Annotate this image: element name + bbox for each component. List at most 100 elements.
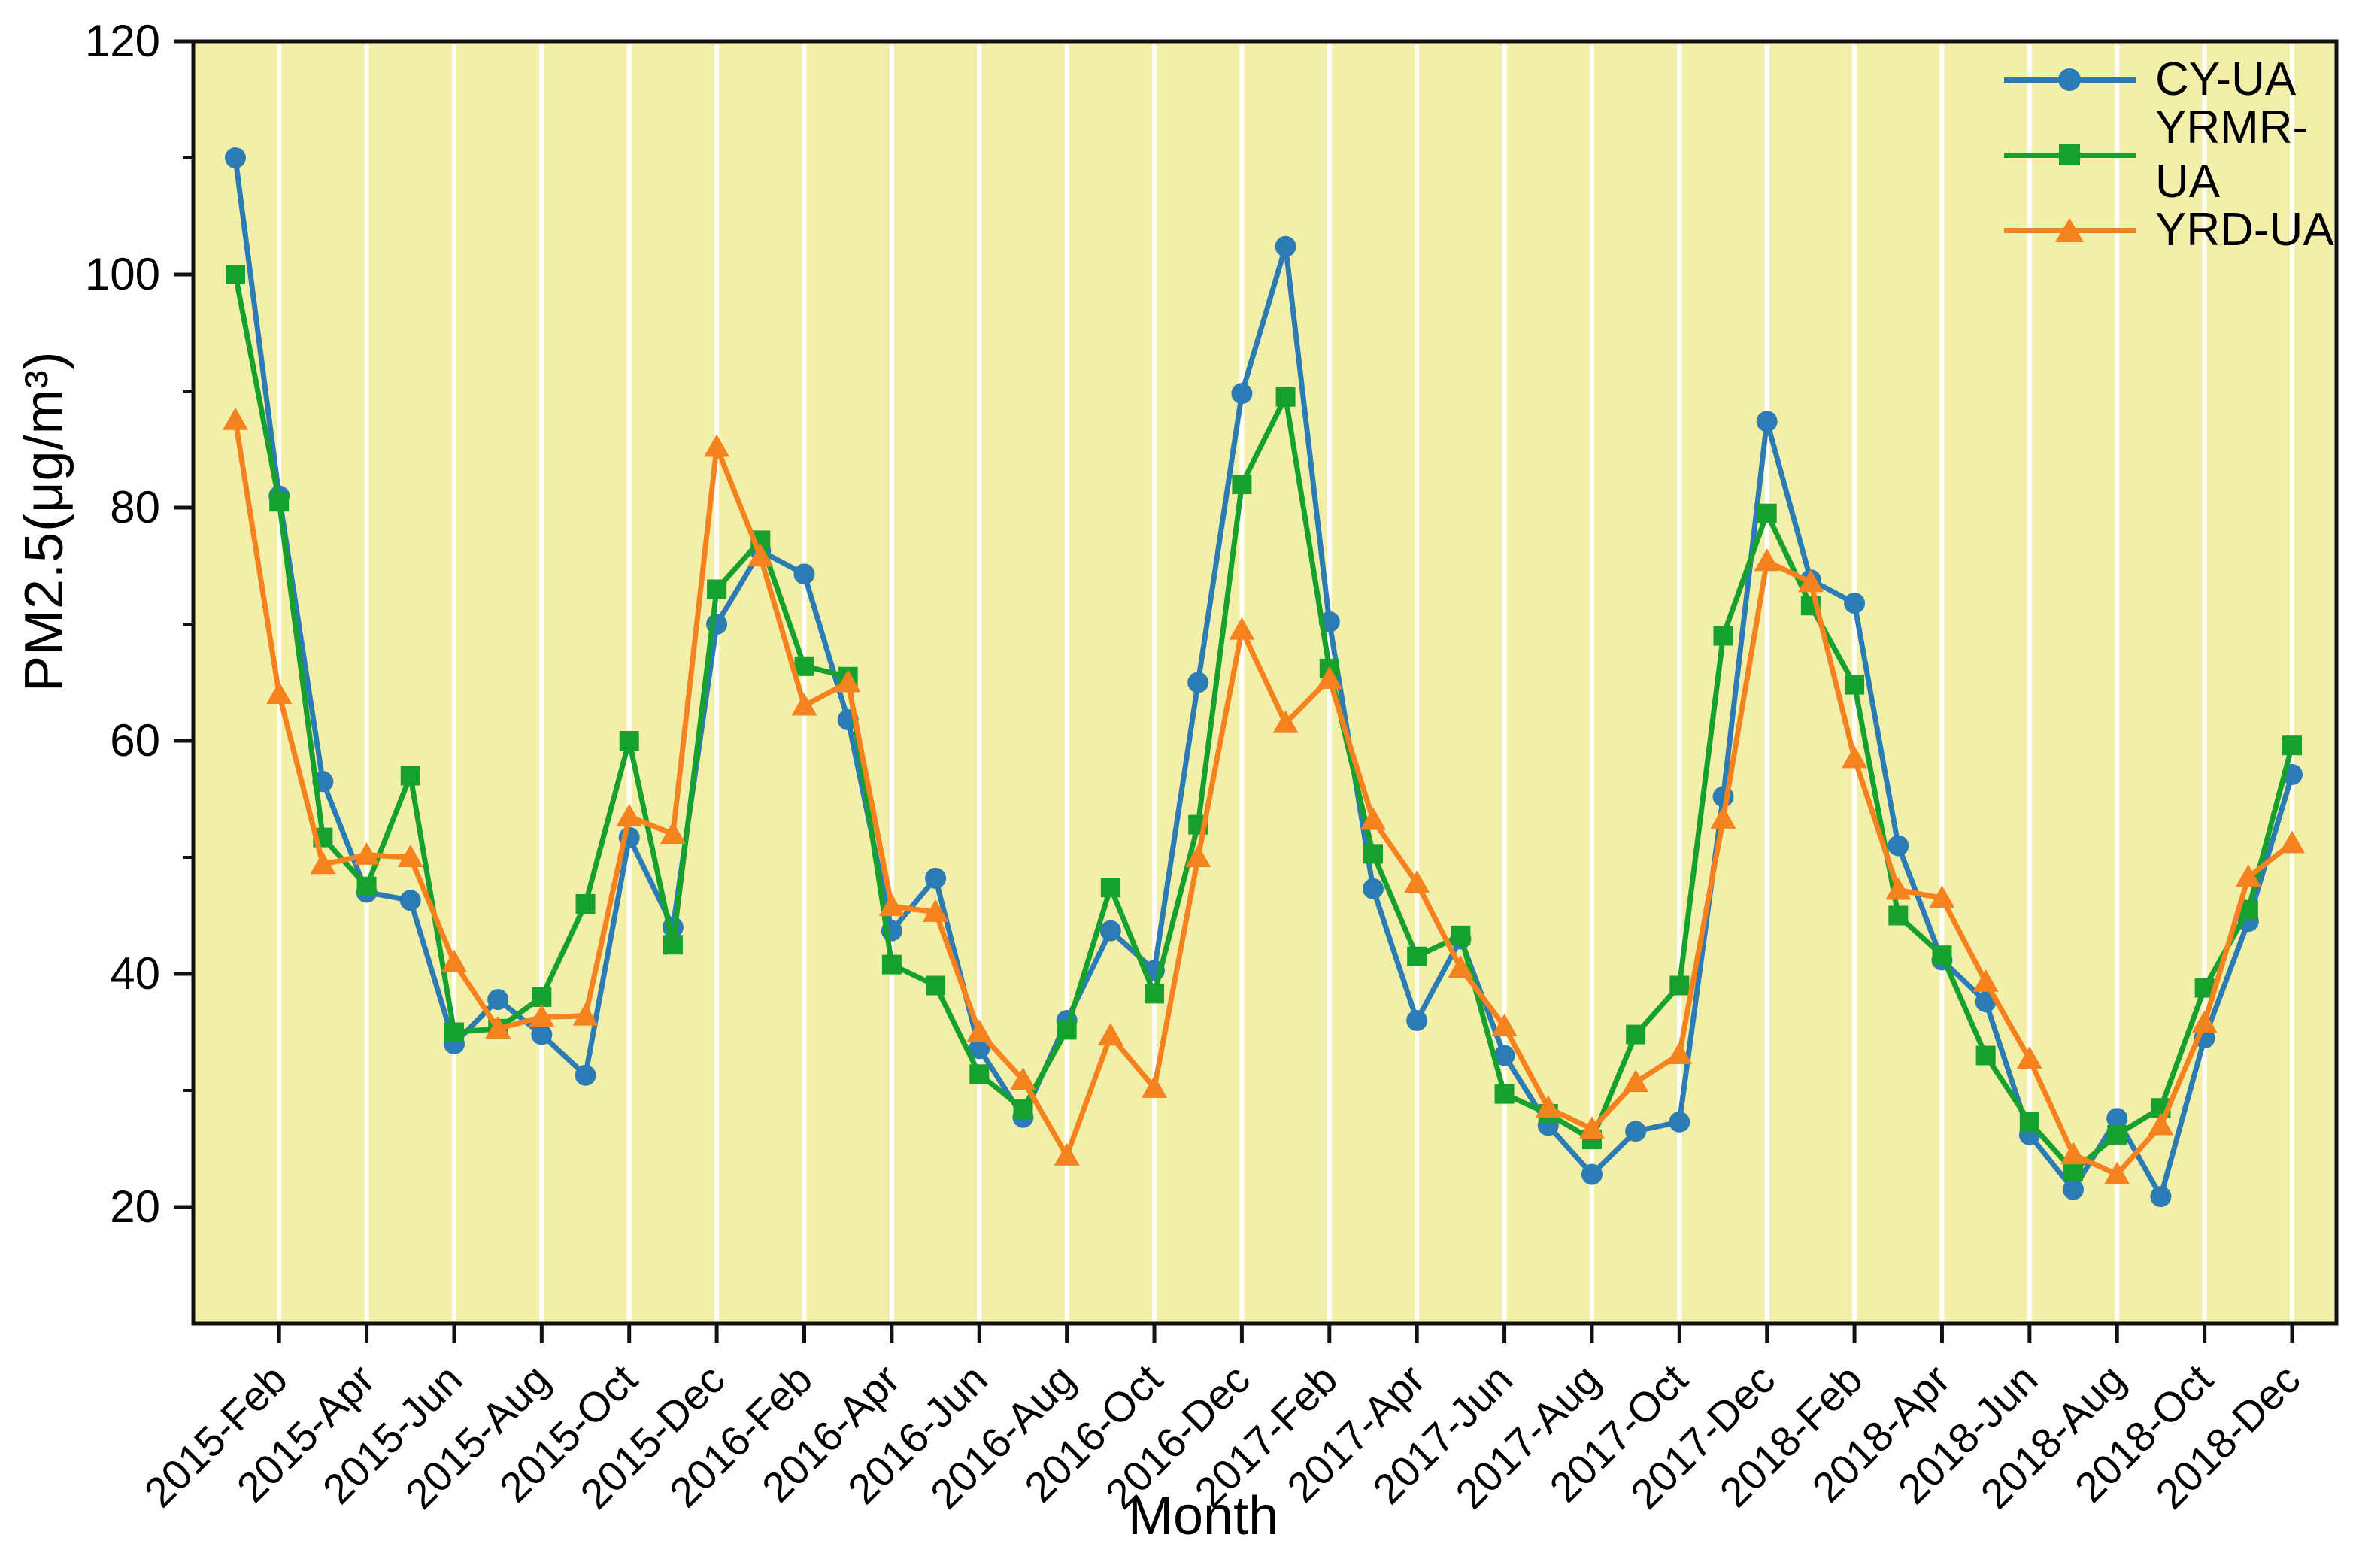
data-point (1272, 710, 1299, 733)
data-point (1757, 503, 1777, 523)
y-tick-label: 40 (110, 948, 160, 999)
y-axis-title: PM2.5(μg/m³) (14, 350, 74, 692)
data-point (704, 434, 730, 457)
data-point (1099, 920, 1121, 942)
data-point (485, 1015, 511, 1039)
data-point (1232, 475, 1252, 494)
data-point (791, 693, 817, 716)
data-point (1187, 672, 1209, 693)
data-point (226, 265, 245, 284)
data-point (926, 975, 946, 996)
data-point (353, 842, 380, 865)
data-point (1797, 569, 1824, 593)
data-point (969, 1038, 990, 1060)
data-point (663, 935, 683, 955)
y-tick-label: 60 (110, 715, 160, 766)
data-point (1623, 1069, 1649, 1093)
legend-label: YRD-UA (2155, 204, 2334, 256)
legend-label: CY-UA (2155, 53, 2297, 105)
data-point (1975, 1045, 1996, 1066)
data-point (1491, 1013, 1518, 1036)
data-point (1842, 745, 1868, 769)
data-point (2235, 864, 2261, 887)
yrd-ua-line-triangle-swatch-icon (2004, 203, 2136, 257)
data-point (878, 893, 905, 917)
data-point (2060, 1142, 2087, 1165)
data-point (1316, 666, 1342, 689)
y-tick-label: 100 (85, 249, 160, 299)
data-point (444, 1022, 464, 1042)
data-point (1013, 1099, 1033, 1119)
data-point (1888, 905, 1909, 926)
cy-ua-line-circle-swatch-icon (2004, 53, 2136, 107)
data-point (266, 681, 293, 704)
legend: CY-UA YRMR-UA YRD-UA (2004, 53, 2353, 257)
y-tick-label: 80 (110, 482, 160, 532)
data-point (1713, 626, 1733, 646)
data-point (487, 989, 509, 1011)
data-point (1275, 387, 1296, 407)
data-point (2191, 1010, 2218, 1033)
data-point (2104, 1161, 2130, 1184)
data-point (575, 894, 596, 914)
data-point (923, 899, 949, 922)
data-point (747, 544, 774, 567)
data-point (2063, 1160, 2084, 1181)
data-point (1578, 1116, 1605, 1139)
data-point (1054, 1142, 1080, 1166)
data-point (1932, 945, 1952, 966)
data-point (1451, 925, 1471, 945)
data-point (1494, 1084, 1515, 1104)
data-point (441, 949, 467, 972)
data-point (619, 731, 639, 751)
data-point (1097, 1023, 1123, 1046)
data-point (2106, 1108, 2128, 1130)
data-point (1626, 1024, 1646, 1045)
data-point (881, 954, 902, 975)
data-point (1229, 617, 1255, 640)
data-point (1581, 1163, 1603, 1185)
legend-item-yrmr-ua: YRMR-UA (2004, 102, 2353, 208)
data-point (1666, 1041, 1693, 1064)
data-point (2282, 735, 2302, 756)
data-point (1625, 1121, 1647, 1142)
data-point (2150, 1186, 2172, 1208)
data-point (399, 890, 421, 911)
data-point (1888, 835, 1909, 857)
data-point (400, 766, 420, 786)
data-point (2016, 1046, 2042, 1069)
y-tick-label: 120 (85, 16, 160, 66)
legend-item-yrd-ua: YRD-UA (2004, 203, 2353, 257)
data-point (616, 803, 642, 826)
data-point (1756, 411, 1778, 432)
data-point (925, 867, 947, 889)
data-point (1100, 878, 1120, 898)
data-point (1406, 1010, 1428, 1031)
data-point (1493, 1045, 1515, 1066)
data-point (966, 1019, 993, 1042)
data-point (2107, 1124, 2127, 1145)
data-point (1363, 844, 1383, 864)
data-point (1145, 984, 1165, 1004)
legend-item-cy-ua: CY-UA (2004, 53, 2353, 107)
data-point (1448, 955, 1474, 978)
legend-label: YRMR-UA (2155, 102, 2309, 208)
data-point (223, 407, 248, 430)
data-point (1929, 885, 1955, 908)
data-point (1231, 383, 1253, 405)
data-point (1845, 675, 1865, 695)
data-point (531, 1024, 553, 1045)
data-point (2019, 1112, 2039, 1132)
x-axis-title: Month (1128, 1486, 1279, 1546)
data-point (532, 987, 552, 1007)
data-point (269, 492, 290, 512)
data-point (793, 563, 815, 585)
data-point (1844, 593, 1866, 614)
data-point (2148, 1112, 2174, 1136)
data-point (1142, 1075, 1168, 1098)
data-point (575, 1064, 596, 1086)
data-point (794, 656, 814, 676)
data-point (1360, 807, 1386, 830)
